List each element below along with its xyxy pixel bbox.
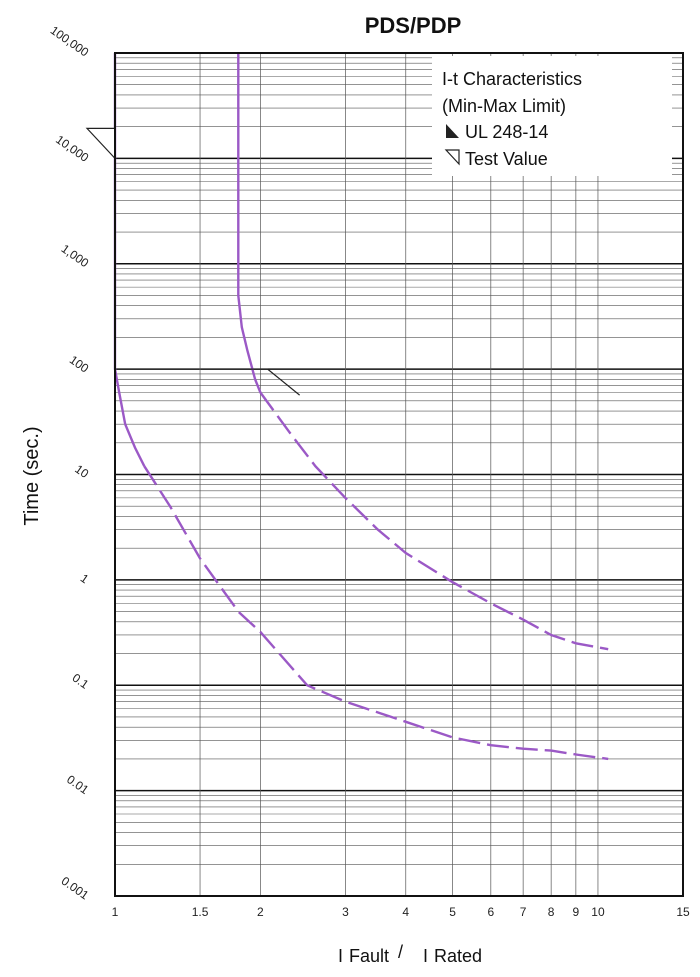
- x-tick-label: 6: [487, 905, 494, 919]
- x-label-fault-sub: Fault: [349, 946, 389, 966]
- y-tick-label: 0.1: [70, 671, 92, 692]
- test-value-marker: [249, 368, 301, 396]
- legend-entry-ul: UL 248-14: [465, 122, 548, 142]
- curve-1-dashed: [143, 465, 609, 761]
- x-tick-label: 3: [342, 905, 349, 919]
- y-tick-label: 100,000: [48, 23, 92, 60]
- curve-1-solid: [113, 53, 146, 467]
- x-tick-label: 5: [449, 905, 456, 919]
- grid: [114, 52, 684, 897]
- x-axis-ticks: 1 1.5 2 3 4 5 6 7 8 9 10 15: [112, 905, 690, 919]
- legend-title-line1: I-t Characteristics: [442, 69, 582, 89]
- open-triangle-icon: [444, 149, 460, 166]
- legend-box: [432, 56, 672, 176]
- y-tick-label: 10,000: [53, 132, 91, 165]
- x-tick-label: 8: [548, 905, 555, 919]
- y-tick-label: 10: [72, 462, 91, 481]
- x-tick-label: 9: [573, 905, 580, 919]
- reference-markers: [85, 127, 301, 396]
- chart-title: PDS/PDP: [365, 13, 462, 38]
- x-tick-label: 1: [112, 905, 119, 919]
- x-tick-label: 15: [676, 905, 690, 919]
- legend-entry-test: Test Value: [465, 149, 548, 169]
- legend-title-line2: (Min-Max Limit): [442, 96, 566, 116]
- ul-248-14-marker: [85, 127, 116, 159]
- x-axis-label: I Fault / I Rated: [338, 942, 482, 966]
- x-label-i-fault: I: [338, 946, 343, 966]
- x-label-separator: /: [398, 942, 403, 962]
- y-tick-label: 0.01: [64, 772, 91, 797]
- x-tick-label: 1.5: [192, 905, 209, 919]
- legend: I-t Characteristics (Min-Max Limit) UL 2…: [432, 56, 672, 176]
- y-axis-label: Time (sec.): [21, 426, 43, 525]
- x-tick-label: 7: [520, 905, 527, 919]
- filled-triangle-icon: [446, 124, 459, 138]
- x-tick-label: 10: [591, 905, 605, 919]
- y-tick-label: 100: [67, 353, 92, 376]
- y-tick-label: 1,000: [59, 242, 92, 271]
- curve-2-dashed: [259, 391, 609, 651]
- y-tick-label: 1: [78, 571, 92, 586]
- x-label-rated-sub: Rated: [434, 946, 482, 966]
- x-tick-label: 2: [257, 905, 264, 919]
- x-tick-label: 4: [402, 905, 409, 919]
- y-axis-ticks: 0.001 0.01 0.1 1 10 100 1,000 10,000 100,000: [48, 23, 92, 903]
- y-tick-label: 0.001: [59, 874, 92, 903]
- x-label-i-rated: I: [423, 946, 428, 966]
- plot-frame: [114, 52, 684, 897]
- curve-2-solid: [237, 53, 262, 393]
